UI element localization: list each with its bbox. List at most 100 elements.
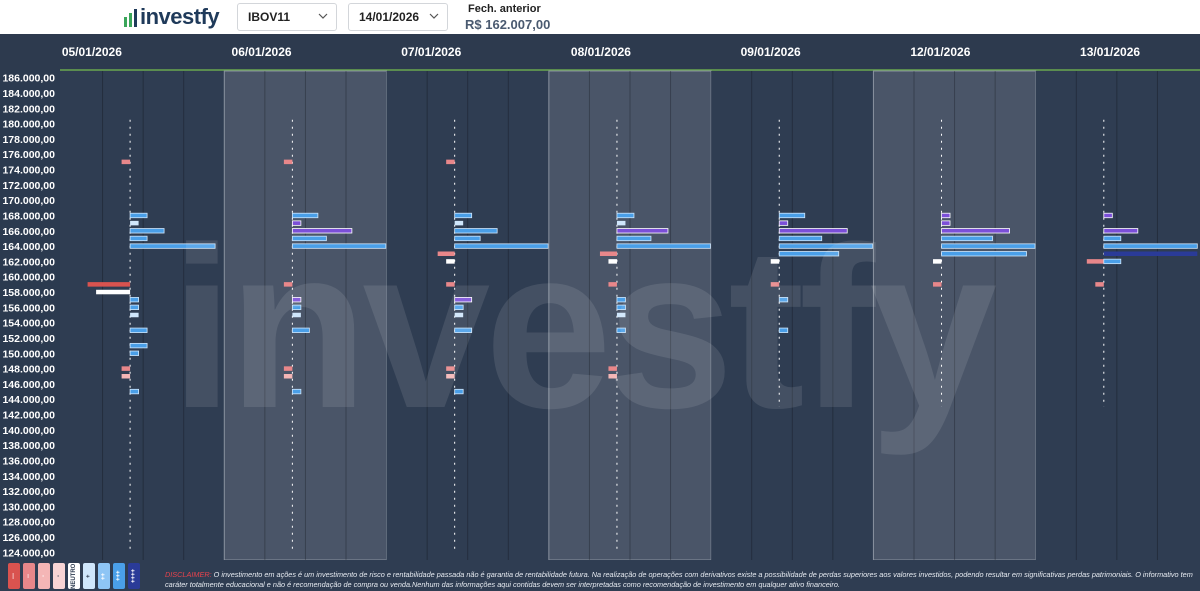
y-tick-label: 156.000,00 bbox=[2, 302, 55, 314]
y-tick-label: 126.000,00 bbox=[2, 532, 55, 544]
strike-bar bbox=[291, 297, 302, 303]
logo-text: investfy bbox=[140, 4, 220, 29]
strike-bar bbox=[608, 366, 617, 371]
strike-bar bbox=[454, 212, 473, 219]
strike-bar bbox=[292, 312, 301, 318]
strike-bar bbox=[121, 366, 131, 371]
y-tick-label: 132.000,00 bbox=[2, 486, 55, 498]
strike-bar bbox=[446, 259, 455, 264]
y-tick-label: 146.000,00 bbox=[2, 379, 55, 391]
y-tick-label: 182.000,00 bbox=[2, 103, 55, 115]
y-tick-label: 150.000,00 bbox=[2, 348, 55, 360]
strike-bar bbox=[778, 251, 840, 257]
strike-bar bbox=[446, 159, 455, 165]
logo-bars-icon bbox=[124, 9, 137, 27]
date-header: 09/01/2026 bbox=[740, 45, 801, 59]
strike-bar bbox=[129, 304, 139, 310]
y-tick-label: 144.000,00 bbox=[2, 394, 55, 406]
y-tick-label: 172.000,00 bbox=[2, 180, 55, 192]
strike-bar bbox=[608, 374, 617, 379]
legend-item: +++ bbox=[113, 563, 125, 589]
strike-bar bbox=[291, 327, 310, 333]
y-tick-label: 136.000,00 bbox=[2, 455, 55, 467]
y-tick-label: 130.000,00 bbox=[2, 501, 55, 513]
panel-bg bbox=[872, 70, 1037, 561]
y-tick-label: 164.000,00 bbox=[2, 241, 55, 253]
strike-bar bbox=[454, 235, 481, 242]
legend-item: -- bbox=[23, 563, 35, 589]
strike-bar bbox=[933, 282, 942, 287]
strike-bar bbox=[616, 304, 626, 310]
panel-bg bbox=[711, 71, 874, 560]
panel-bg bbox=[548, 70, 712, 561]
y-tick-label: 174.000,00 bbox=[2, 165, 55, 177]
date-select[interactable]: 14/01/2026 bbox=[348, 3, 448, 31]
prev-close-value: R$ 162.007,00 bbox=[465, 17, 551, 32]
strike-bar bbox=[87, 282, 131, 287]
strike-bar bbox=[941, 228, 1010, 234]
strike-bar bbox=[96, 289, 131, 295]
strike-bar bbox=[129, 342, 148, 349]
panel-bg bbox=[60, 71, 223, 560]
chevron-down-icon bbox=[429, 13, 439, 19]
y-tick-label: 186.000,00 bbox=[2, 73, 55, 85]
y-tick-label: 160.000,00 bbox=[2, 272, 55, 284]
legend: --- -- - - NEUTRO + ++ +++ ++++ bbox=[8, 563, 140, 589]
strike-bar bbox=[616, 228, 669, 234]
y-tick-label: 152.000,00 bbox=[2, 333, 55, 345]
strike-bar bbox=[129, 388, 139, 395]
y-tick-label: 170.000,00 bbox=[2, 195, 55, 207]
strike-bar bbox=[770, 282, 780, 287]
strike-bar bbox=[283, 159, 293, 165]
panel-bg bbox=[1035, 71, 1198, 560]
legend-item: NEUTRO bbox=[68, 563, 80, 589]
strike-bar bbox=[778, 235, 823, 242]
investfy-logo: investfy bbox=[124, 4, 220, 30]
strike-bar bbox=[130, 220, 139, 226]
date-header: 05/01/2026 bbox=[61, 45, 122, 59]
date-header-band bbox=[0, 34, 1200, 70]
strike-bar bbox=[941, 251, 1027, 257]
legend-item: --- bbox=[8, 563, 20, 589]
y-tick-label: 162.000,00 bbox=[2, 256, 55, 268]
strike-bar bbox=[616, 297, 626, 303]
strike-bar bbox=[616, 243, 711, 249]
legend-item: - bbox=[38, 563, 50, 589]
y-tick-label: 124.000,00 bbox=[2, 547, 55, 559]
disclaimer-title: DISCLAIMER: bbox=[165, 570, 212, 579]
strike-bar bbox=[129, 297, 139, 303]
strike-bar bbox=[1103, 228, 1139, 234]
y-axis-bg bbox=[0, 70, 60, 560]
chevron-down-icon bbox=[318, 13, 328, 19]
y-tick-label: 180.000,00 bbox=[2, 119, 55, 131]
strike-bar bbox=[608, 282, 617, 287]
strike-bar bbox=[129, 243, 216, 249]
disclaimer-text: O investimento em ações é um investiment… bbox=[165, 570, 1193, 589]
strike-bar bbox=[608, 259, 617, 264]
strike-bar bbox=[121, 159, 131, 165]
strike-bar bbox=[778, 327, 789, 333]
strike-bar bbox=[454, 220, 464, 226]
strike-bar bbox=[454, 388, 464, 395]
strike-bar bbox=[1103, 258, 1122, 265]
ticker-select[interactable]: IBOV11 bbox=[237, 3, 337, 31]
strike-bar bbox=[121, 374, 131, 379]
ticker-select-value: IBOV11 bbox=[248, 10, 291, 24]
panel-bg bbox=[386, 71, 549, 560]
strike-bar bbox=[454, 228, 498, 234]
strike-bar bbox=[129, 350, 139, 356]
strike-bar bbox=[599, 251, 617, 256]
date-header: 13/01/2026 bbox=[1080, 45, 1141, 59]
panel-bg bbox=[223, 70, 388, 561]
date-header: 06/01/2026 bbox=[231, 45, 292, 59]
strike-bar bbox=[291, 304, 302, 310]
y-tick-label: 128.000,00 bbox=[2, 517, 55, 529]
y-tick-label: 140.000,00 bbox=[2, 425, 55, 437]
strike-bar bbox=[129, 327, 148, 333]
strike-bar bbox=[1103, 212, 1113, 219]
strike-bar bbox=[616, 312, 626, 318]
strike-bar bbox=[616, 327, 626, 333]
y-tick-label: 166.000,00 bbox=[2, 226, 55, 238]
strike-bar bbox=[283, 282, 293, 287]
